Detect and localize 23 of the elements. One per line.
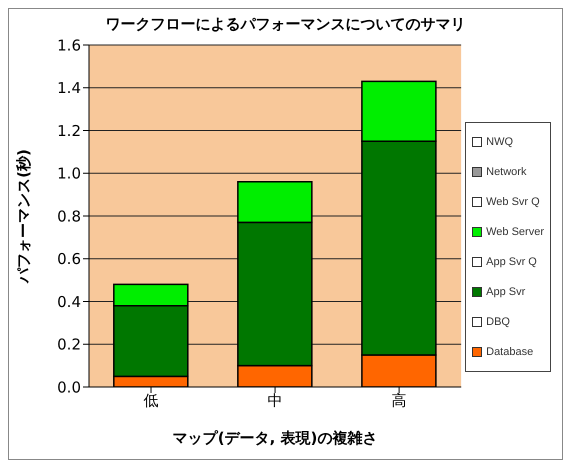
legend-label: Web Server: [486, 226, 544, 238]
x-tick-label: 高: [392, 392, 407, 410]
y-axis-title: パフォーマンス(秒): [14, 149, 32, 284]
legend-label: App Svr: [486, 286, 526, 298]
x-tick-label: 中: [268, 392, 283, 410]
y-tick-label: 0.8: [57, 207, 81, 226]
y-tick-label: 0.2: [57, 336, 81, 354]
legend-label: Network: [486, 166, 526, 178]
y-tick-label: 1.2: [57, 122, 81, 140]
chart-title: ワークフローによるパフォーマンスについてのサマリ: [104, 15, 466, 35]
legend-label: Database: [486, 346, 534, 358]
legend-label: DBQ: [486, 316, 510, 328]
x-axis-title: マップ(データ, 表現)の複雑さ: [172, 429, 378, 447]
legend-label: NWQ: [486, 136, 514, 148]
y-tick-label: 0.4: [57, 292, 81, 311]
y-tick-label: 1.6: [57, 36, 81, 54]
y-tick-label: 0.0: [57, 378, 81, 396]
y-tick-label: 1.4: [57, 79, 81, 98]
legend-label: Web Svr Q: [486, 196, 540, 208]
legend-label: App Svr Q: [486, 256, 537, 268]
x-tick-label: 低: [144, 392, 159, 410]
y-tick-label: 0.6: [57, 250, 81, 268]
y-tick-label: 1.0: [57, 164, 81, 183]
